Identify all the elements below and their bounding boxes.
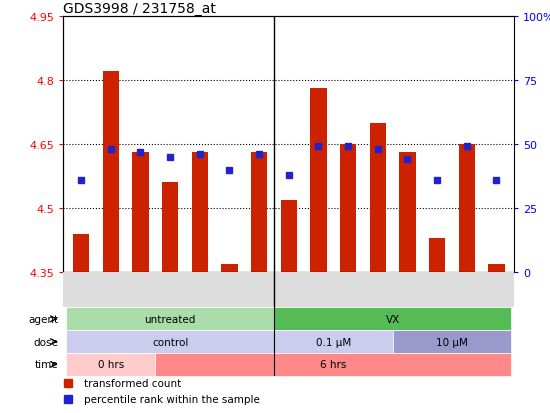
Text: control: control [152, 337, 188, 347]
Bar [429, 238, 446, 273]
Bar [66, 353, 155, 376]
Text: agent: agent [29, 314, 59, 324]
Bar [73, 234, 89, 273]
Bar [488, 264, 504, 273]
Bar [221, 264, 238, 273]
Bar [274, 330, 393, 353]
Bar [310, 89, 327, 273]
Text: 0 hrs: 0 hrs [97, 359, 124, 370]
Text: GDS3998 / 231758_at: GDS3998 / 231758_at [63, 2, 216, 16]
Bar [274, 308, 512, 330]
Text: VX: VX [386, 314, 400, 324]
Bar [393, 330, 512, 353]
Bar [370, 123, 386, 273]
Text: percentile rank within the sample: percentile rank within the sample [84, 394, 260, 404]
Text: untreated: untreated [145, 314, 196, 324]
Bar [155, 353, 512, 376]
Text: 6 hrs: 6 hrs [320, 359, 346, 370]
Text: time: time [35, 359, 59, 370]
Bar [191, 153, 208, 273]
Bar [340, 145, 356, 273]
Text: 0.1 μM: 0.1 μM [316, 337, 351, 347]
Bar [132, 153, 148, 273]
Bar [251, 153, 267, 273]
Bar [399, 153, 416, 273]
Bar [66, 308, 274, 330]
Bar [66, 330, 274, 353]
Text: transformed count: transformed count [84, 378, 181, 388]
Text: 10 μM: 10 μM [436, 337, 468, 347]
Bar [102, 72, 119, 273]
Bar [459, 145, 475, 273]
Text: dose: dose [34, 337, 59, 347]
Bar [162, 183, 178, 273]
Bar [280, 200, 297, 273]
